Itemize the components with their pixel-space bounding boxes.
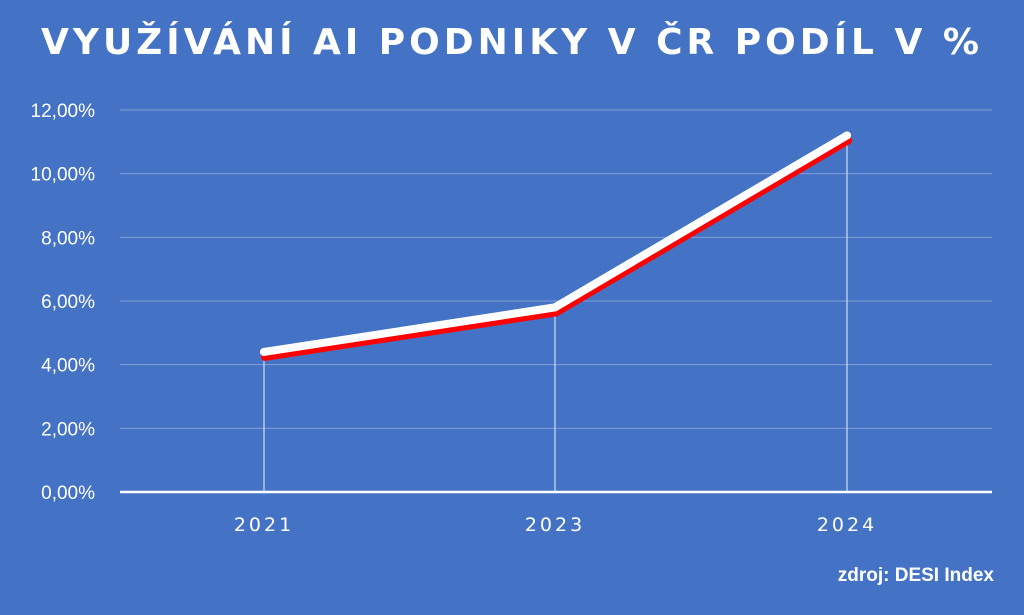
y-tick-label: 2,00% (41, 419, 95, 440)
x-tick-label: 2024 (817, 514, 877, 536)
series-line-shadow (261, 136, 852, 361)
y-tick-label: 4,00% (41, 356, 95, 377)
y-tick-label: 12,00% (31, 101, 96, 122)
chart-title: VYUŽÍVÁNÍ AI PODNIKY V ČR PODÍL V % (41, 22, 983, 63)
drop-lines (263, 135, 848, 492)
data-point (260, 347, 268, 356)
data-point (551, 303, 559, 312)
y-tick-label: 8,00% (41, 228, 95, 249)
data-series (260, 131, 852, 361)
x-tick-label: 2021 (234, 514, 294, 536)
x-axis-tick-labels: 2021 2023 2024 (234, 514, 877, 536)
y-tick-label: 10,00% (31, 165, 96, 186)
y-tick-label: 0,00% (41, 483, 95, 504)
source-note: zdroj: DESI Index (837, 565, 994, 586)
x-tick-label: 2023 (525, 514, 585, 536)
data-point (843, 131, 851, 140)
gridlines (120, 109, 992, 429)
y-tick-label: 6,00% (41, 292, 95, 313)
y-axis-tick-labels: 0,00% 2,00% 4,00% 6,00% 8,00% 10,00% 12,00% (31, 101, 96, 504)
